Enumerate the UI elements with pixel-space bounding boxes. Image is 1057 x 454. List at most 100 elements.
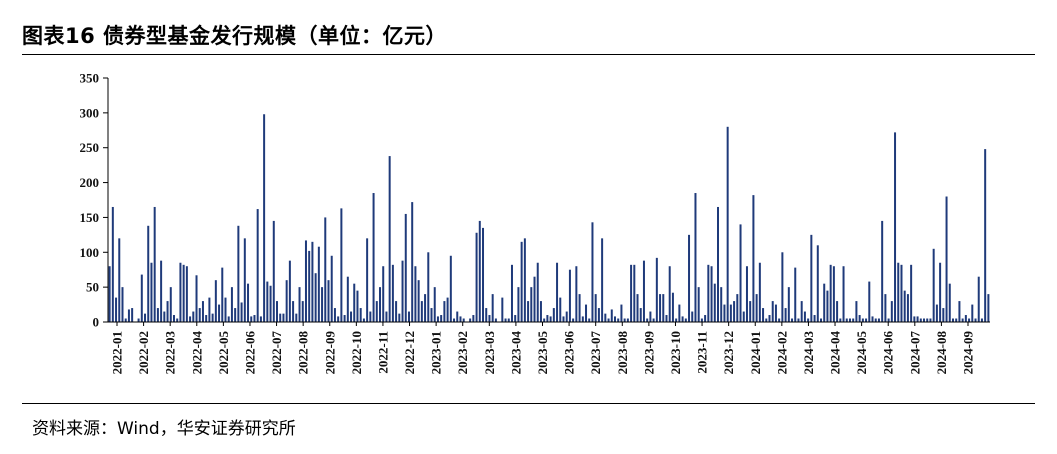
- x-tick-label: 2023-08: [615, 331, 630, 375]
- bar: [253, 315, 256, 322]
- bar: [433, 287, 436, 322]
- bar: [404, 213, 407, 322]
- bar: [736, 294, 739, 322]
- bar: [179, 262, 182, 322]
- bar: [829, 264, 832, 322]
- bar: [343, 315, 346, 322]
- bar: [375, 301, 378, 322]
- bar: [900, 264, 903, 322]
- bar: [881, 220, 884, 322]
- bar: [836, 301, 839, 322]
- bar: [230, 287, 233, 322]
- bar: [774, 304, 777, 322]
- bar: [935, 304, 938, 322]
- bar: [797, 318, 800, 322]
- bar: [617, 318, 620, 322]
- bar: [662, 294, 665, 322]
- bar: [839, 318, 842, 322]
- y-tick-label: 150: [80, 210, 100, 225]
- bar: [977, 276, 980, 322]
- bar: [314, 273, 317, 322]
- bar: [478, 220, 481, 322]
- x-tick-label: 2022-12: [402, 331, 417, 374]
- bar: [169, 287, 172, 322]
- bar: [610, 309, 613, 322]
- bar: [401, 260, 404, 322]
- bar: [388, 156, 391, 322]
- bar: [475, 232, 478, 322]
- bar: [301, 301, 304, 322]
- bar: [227, 316, 230, 322]
- bar: [713, 283, 716, 322]
- bar: [884, 294, 887, 322]
- bar: [414, 266, 417, 322]
- bar: [424, 294, 427, 322]
- y-tick-label: 50: [86, 280, 99, 295]
- bar: [514, 315, 517, 322]
- bar: [247, 283, 250, 322]
- bar: [671, 292, 674, 322]
- bar: [491, 294, 494, 322]
- bar: [369, 311, 372, 322]
- bar: [311, 241, 314, 322]
- bar: [877, 318, 880, 322]
- bar-series: [108, 114, 990, 322]
- bar: [140, 274, 143, 322]
- bar: [147, 225, 150, 322]
- bar: [874, 318, 877, 322]
- x-tick-label: 2022-10: [349, 331, 364, 374]
- bar: [636, 294, 639, 322]
- bar: [752, 195, 755, 322]
- bar: [398, 313, 401, 322]
- bar: [208, 297, 211, 322]
- bar: [556, 262, 559, 322]
- x-tick-label: 2024-02: [774, 331, 789, 374]
- bar: [308, 250, 311, 322]
- bar: [543, 318, 546, 322]
- bar: [520, 241, 523, 322]
- bar: [288, 260, 291, 322]
- bar: [932, 248, 935, 322]
- y-tick-label: 300: [80, 105, 100, 120]
- bar: [604, 313, 607, 322]
- bar: [333, 308, 336, 322]
- bar: [469, 318, 472, 322]
- bar: [533, 276, 536, 322]
- bar: [472, 315, 475, 322]
- y-tick-label: 0: [93, 315, 100, 330]
- bar: [382, 266, 385, 322]
- bar: [440, 315, 443, 322]
- bar: [755, 294, 758, 322]
- bar: [346, 276, 349, 322]
- bar: [166, 301, 169, 322]
- x-tick-label: 2023-05: [535, 331, 550, 375]
- bar: [630, 264, 633, 322]
- bar: [189, 316, 192, 322]
- bar: [649, 311, 652, 322]
- bar: [237, 225, 240, 322]
- bar: [955, 318, 958, 322]
- bar: [784, 308, 787, 322]
- bar: [665, 315, 668, 322]
- bar: [968, 318, 971, 322]
- bar: [974, 318, 977, 322]
- bar: [263, 114, 266, 322]
- bar: [195, 275, 198, 322]
- x-tick-label: 2024-06: [881, 331, 896, 375]
- bar: [340, 208, 343, 322]
- bar: [391, 264, 394, 322]
- bar: [717, 206, 719, 322]
- bar: [852, 318, 855, 322]
- bar: [118, 238, 121, 322]
- bar: [919, 318, 922, 322]
- bar: [768, 315, 771, 322]
- bar: [163, 311, 166, 322]
- bar: [858, 315, 861, 322]
- bar: [565, 311, 568, 322]
- x-tick-label: 2022-11: [375, 331, 390, 374]
- bar: [871, 316, 874, 322]
- y-tick-label: 100: [80, 245, 100, 260]
- bar: [771, 301, 774, 322]
- bar: [646, 318, 649, 322]
- bar: [304, 240, 307, 322]
